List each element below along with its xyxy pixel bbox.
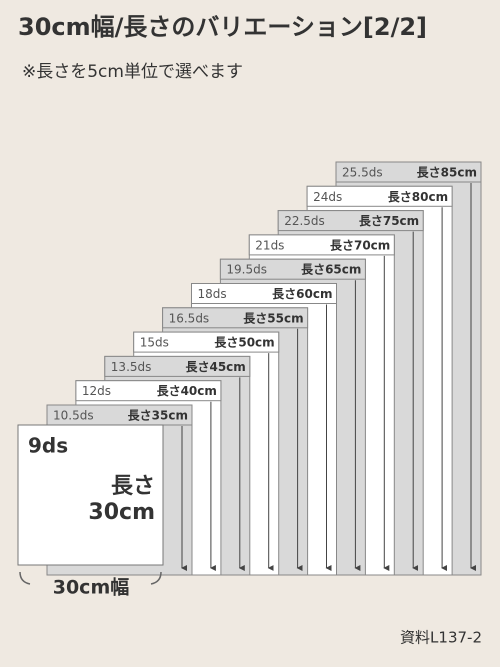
panel-header bbox=[162, 307, 309, 329]
front-ds: 9ds bbox=[28, 434, 68, 458]
panel-ds: 15ds bbox=[140, 336, 169, 350]
title: 30cm幅/長さのバリエーション[2/2] bbox=[18, 13, 427, 41]
panel-length: 長さ65cm bbox=[301, 262, 361, 277]
panel-ds: 24ds bbox=[313, 190, 342, 204]
panel-header bbox=[335, 161, 482, 183]
panel-header bbox=[277, 210, 424, 232]
panel-header bbox=[104, 355, 251, 377]
panel-length: 長さ80cm bbox=[388, 189, 448, 204]
panel-header bbox=[191, 283, 337, 304]
subtitle: ※長さを5cm単位で選べます bbox=[22, 62, 243, 82]
panel-ds: 19.5ds bbox=[226, 263, 267, 277]
panel-length: 長さ60cm bbox=[272, 286, 332, 301]
width-bracket bbox=[19, 571, 162, 585]
front-panel: 9ds 長さ 30cm 30cm幅 bbox=[17, 424, 164, 599]
panel-length: 長さ45cm bbox=[185, 359, 245, 374]
panel-header bbox=[75, 380, 222, 402]
panel-ds: 10.5ds bbox=[53, 409, 94, 423]
footer-ref: 資料L137-2 bbox=[400, 629, 482, 647]
panel-header bbox=[133, 331, 280, 353]
panel-header bbox=[248, 234, 395, 256]
front-length: 30cm bbox=[88, 500, 155, 525]
panel-ds: 22.5ds bbox=[284, 214, 325, 228]
panel-length: 長さ55cm bbox=[243, 310, 303, 325]
panel-header bbox=[219, 258, 366, 280]
panel-ds: 12ds bbox=[82, 384, 111, 398]
panel-ds: 16.5ds bbox=[169, 311, 210, 325]
panel-length: 長さ75cm bbox=[359, 213, 419, 228]
panel-length: 長さ85cm bbox=[417, 165, 477, 180]
panel-ds: 18ds bbox=[198, 287, 227, 301]
front-width: 30cm幅 bbox=[53, 576, 130, 599]
front-rect bbox=[17, 424, 164, 566]
panel-ds: 21ds bbox=[255, 238, 284, 252]
panel-length: 長さ35cm bbox=[128, 408, 188, 423]
panel-length: 長さ40cm bbox=[157, 383, 217, 398]
panel-length: 長さ50cm bbox=[214, 335, 274, 350]
panels: 25.5ds 長さ85cm 24ds 長さ80cm 22.5ds 長さ75cm 21ds 長さ… bbox=[46, 161, 482, 576]
front-length-label: 長さ bbox=[111, 474, 155, 499]
panel-length: 長さ70cm bbox=[330, 237, 390, 252]
panel-header bbox=[306, 185, 453, 207]
panel-ds: 13.5ds bbox=[111, 360, 152, 374]
panel-ds: 25.5ds bbox=[342, 166, 383, 180]
